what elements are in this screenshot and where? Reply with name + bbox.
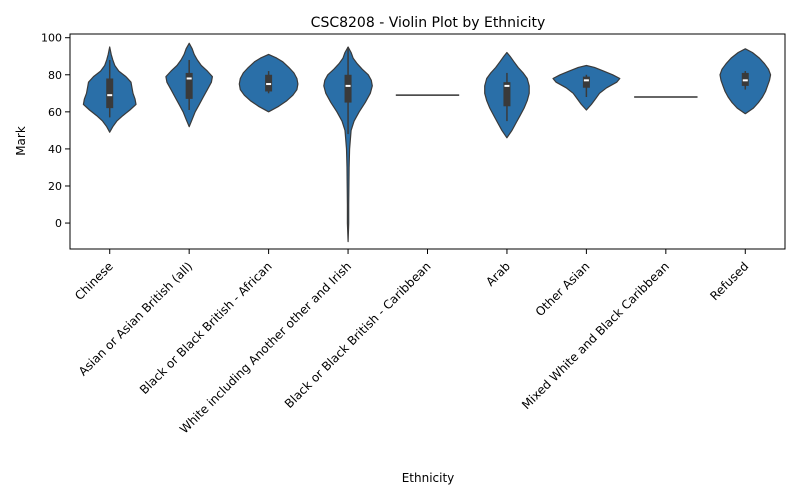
violin-iqr-box (185, 72, 193, 99)
violin-6 (552, 64, 621, 111)
x-tick-label: Other Asian (533, 259, 593, 319)
y-tick-label: 20 (48, 180, 62, 193)
violin-1 (165, 42, 213, 128)
violin-iqr-box (503, 82, 511, 107)
y-tick-label: 0 (55, 217, 62, 230)
x-tick-label: Black or Black British - African (137, 259, 275, 397)
violin-iqr-box (582, 76, 590, 88)
violin-0 (82, 46, 137, 133)
x-tick-label: Arab (483, 259, 513, 289)
y-tick-label: 60 (48, 106, 62, 119)
x-tick-label: Mixed White and Black Caribbean (519, 259, 672, 412)
x-tick-label: Refused (707, 259, 751, 303)
x-axis-label: Ethnicity (402, 471, 455, 485)
violin-iqr-box (344, 74, 352, 103)
violin-2 (238, 53, 299, 113)
violin-3 (323, 46, 373, 243)
x-tick-label: Chinese (72, 259, 116, 303)
violin-iqr-box (106, 78, 114, 109)
y-tick-label: 40 (48, 143, 62, 156)
y-axis: 0 20 40 60 80 100 (41, 32, 70, 230)
chart-title: CSC8208 - Violin Plot by Ethnicity (311, 15, 546, 31)
x-tick-label: Black or Black British - Caribbean (282, 259, 434, 411)
x-tick-label: White including Another other and Irish (177, 259, 354, 436)
violin-5 (484, 51, 530, 139)
violin-8 (719, 48, 772, 115)
y-tick-label: 80 (48, 69, 62, 82)
y-tick-label: 100 (41, 32, 62, 45)
plot-area (82, 42, 772, 243)
y-axis-label: Mark (14, 126, 28, 156)
